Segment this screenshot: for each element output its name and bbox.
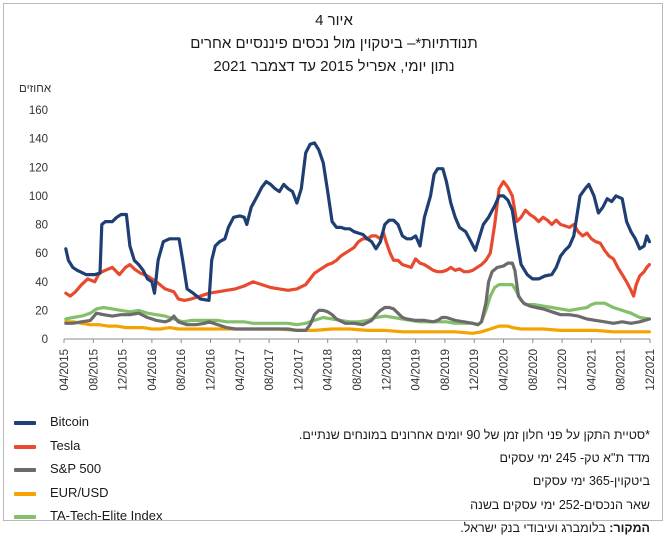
x-tick-label: 08/2019 xyxy=(440,349,452,391)
x-tick-label: 08/2017 xyxy=(264,349,276,391)
legend-item-eurusd: EUR/USD xyxy=(14,483,244,507)
x-axis: 04/2015 08/2015 12/2015 04/2016 08/2016 12/20… xyxy=(59,338,657,391)
x-tick-label: 12/2019 xyxy=(469,349,481,391)
legend-swatch xyxy=(14,421,36,425)
x-tick-label: 08/2015 xyxy=(88,349,100,391)
legend-swatch xyxy=(14,444,36,449)
series-lines xyxy=(64,141,652,335)
y-tick-label: 60 xyxy=(35,248,48,260)
source-label: המקור: xyxy=(609,520,650,535)
y-axis: אחוזים 0 20 40 60 80 100 120 140 160 xyxy=(19,83,52,346)
legend-item-tesla: Tesla xyxy=(14,436,244,460)
chart-subtitle: תנודתיות*– ביטקוין מול נכסים פיננסיים אח… xyxy=(190,35,478,52)
y-tick-label: 160 xyxy=(29,105,48,117)
source-text: בלומברג ועיבודי בנק ישראל. xyxy=(460,520,610,535)
footnote-1: *סטיית התקן על פני חלון זמן של 90 יומים … xyxy=(298,428,650,442)
y-tick-label: 80 xyxy=(35,220,48,232)
footnotes: *סטיית התקן על פני חלון זמן של 90 יומים … xyxy=(260,424,650,540)
y-tick-label: 0 xyxy=(42,334,48,346)
x-tick-label: 12/2016 xyxy=(206,349,218,391)
legend-swatch xyxy=(14,491,36,496)
legend-item-bitcoin: Bitcoin xyxy=(14,412,244,436)
legend-swatch xyxy=(14,515,36,519)
x-tick-label: 04/2020 xyxy=(498,349,510,391)
source-note: המקור: בלומברג ועיבודי בנק ישראל. xyxy=(260,517,650,540)
chart-subtitle-2: נתון יומי, אפריל 2015 עד דצמבר 2021 xyxy=(213,58,455,75)
y-tick-label: 100 xyxy=(29,191,48,203)
x-tick-label: 08/2020 xyxy=(528,349,540,391)
x-tick-label: 04/2017 xyxy=(235,349,247,391)
legend: Bitcoin Tesla S&P 500 EUR/USD TA-Tech-El… xyxy=(14,412,244,530)
y-tick-label: 140 xyxy=(29,134,48,146)
legend-label: EUR/USD xyxy=(50,484,109,500)
legend-label: S&P 500 xyxy=(50,461,102,476)
legend-label: TA-Tech-Elite Index xyxy=(50,508,163,523)
x-tick-label: 04/2015 xyxy=(59,349,71,391)
x-tick-label: 04/2018 xyxy=(323,349,335,391)
y-tick-label: 40 xyxy=(35,277,48,289)
series-line-bitcoin xyxy=(64,141,652,302)
y-axis-label: אחוזים xyxy=(19,83,52,95)
y-tick-label: 20 xyxy=(35,305,48,317)
series-line-ta-tech-elite-index xyxy=(64,283,652,327)
legend-item-sp500: S&P 500 xyxy=(14,459,244,483)
x-tick-label: 12/2021 xyxy=(645,349,657,391)
x-tick-label: 12/2017 xyxy=(293,349,305,391)
x-tick-label: 08/2018 xyxy=(352,349,364,391)
series-line-eur-usd xyxy=(64,320,652,335)
footnote-3: ביטקוין-365 ימי עסקים xyxy=(532,474,650,489)
footnote-2: מדד ת"א טק- 245 ימי עסקים xyxy=(499,451,650,466)
y-tick-label: 120 xyxy=(29,162,48,174)
legend-label: Bitcoin xyxy=(50,414,90,429)
footnote-4: שאר הנכסים-252 ימי עסקים בשנה xyxy=(470,497,650,512)
chart-title: איור 4 xyxy=(315,12,353,29)
x-tick-label: 12/2020 xyxy=(557,349,569,391)
legend-swatch xyxy=(14,468,36,472)
series-line-s-p-500 xyxy=(64,261,652,332)
x-tick-label: 08/2021 xyxy=(616,349,628,391)
x-tick-label: 12/2015 xyxy=(118,349,130,391)
x-tick-label: 12/2018 xyxy=(381,349,393,391)
x-tick-label: 04/2021 xyxy=(586,349,598,391)
x-tick-label: 04/2016 xyxy=(147,349,159,391)
legend-label: Tesla xyxy=(50,437,81,453)
chart-frame xyxy=(3,3,663,521)
legend-item-ta-tech-elite: TA-Tech-Elite Index xyxy=(14,506,244,530)
x-tick-label: 04/2019 xyxy=(411,349,423,391)
x-tick-label: 08/2016 xyxy=(176,349,188,391)
line-chart: אחוזים 0 20 40 60 80 100 120 140 160 04/2015 08/20… xyxy=(19,83,657,391)
